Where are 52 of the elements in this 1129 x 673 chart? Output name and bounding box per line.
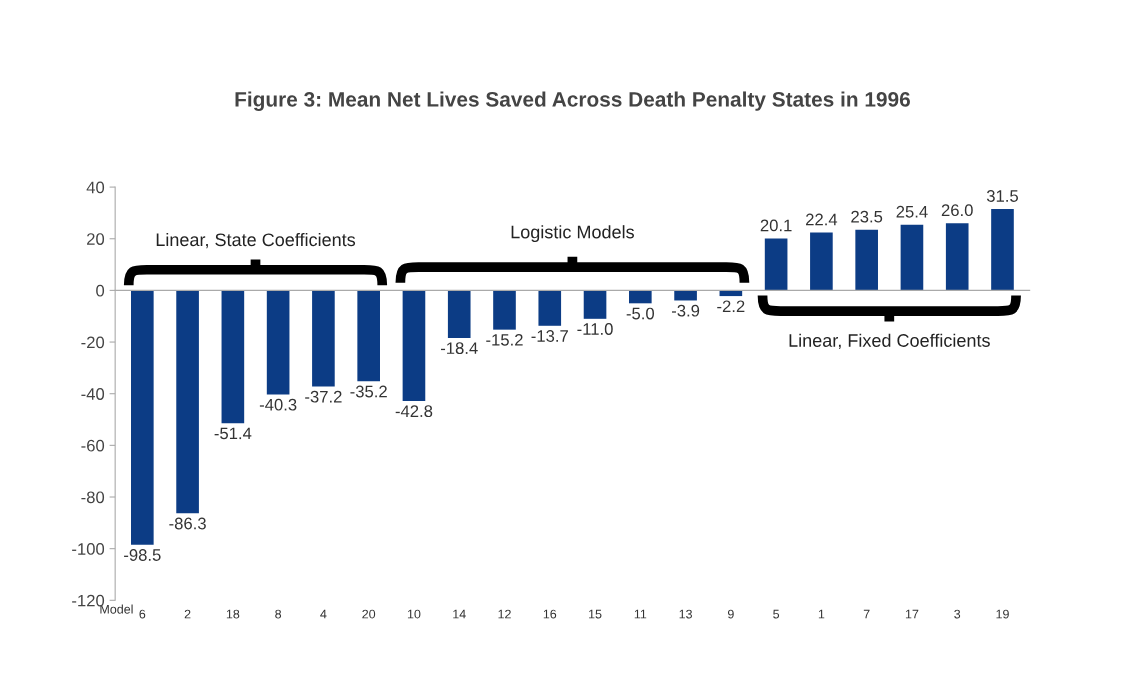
y-tick-label: 0: [96, 284, 105, 297]
data-label: -51.4: [214, 427, 252, 440]
data-label: -3.9: [671, 304, 700, 317]
data-label: 23.5: [851, 210, 883, 223]
data-label: -98.5: [124, 549, 161, 561]
x-tick-label: 6: [139, 609, 146, 619]
x-tick-label: 1: [818, 609, 825, 619]
x-tick-label: 9: [727, 609, 734, 619]
annotation: Linear, State Coefficients: [156, 232, 356, 249]
x-tick-label: 2: [184, 609, 191, 619]
data-label: -2.2: [717, 300, 745, 313]
annotation: Linear, Fixed Coefficients: [789, 333, 990, 350]
y-tick-label: -100: [72, 543, 105, 555]
x-tick-label: 7: [863, 609, 870, 619]
x-tick-label: 18: [226, 609, 240, 619]
data-label: -35.2: [350, 385, 387, 398]
x-tick-label: 5: [773, 609, 780, 619]
x-tick-label: 20: [362, 609, 376, 619]
data-label: 26.0: [941, 204, 973, 217]
y-tick-label: -60: [81, 439, 105, 452]
data-label: -13.7: [531, 330, 568, 342]
x-tick-label: 13: [679, 609, 692, 619]
y-tick-label: 20: [87, 233, 105, 245]
data-label: -5.0: [626, 307, 655, 320]
x-tick-label: 8: [275, 609, 282, 619]
y-tick-label: 40: [86, 181, 105, 194]
x-tick-label: 10: [407, 609, 421, 619]
y-tick-label: -20: [81, 336, 105, 349]
x-tick-label: 12: [498, 609, 511, 619]
annotation: Logistic Models: [511, 225, 634, 242]
data-label: -42.8: [395, 405, 433, 418]
data-label: -18.4: [440, 342, 478, 355]
data-label: 25.4: [896, 205, 928, 218]
data-label: 22.4: [806, 213, 838, 226]
x-tick-label: 4: [320, 609, 327, 619]
data-label: -11.0: [577, 323, 613, 335]
y-tick-label: -40: [81, 388, 105, 400]
data-label: 31.5: [986, 190, 1019, 202]
chart-title: Figure 3: Mean Net Lives Saved Across Death Penalty States in 1996: [235, 91, 910, 111]
x-tick-label: 3: [954, 609, 961, 619]
x-tick-label: 15: [589, 609, 602, 619]
data-label: 20.1: [760, 219, 792, 232]
x-tick-label: 19: [996, 609, 1009, 619]
data-label: -40.3: [259, 398, 297, 411]
data-label: -37.2: [305, 390, 342, 403]
x-tick-label: 17: [905, 609, 919, 619]
data-label: -86.3: [169, 517, 206, 530]
x-tick-label: 16: [543, 609, 557, 619]
y-tick-label: -80: [81, 491, 105, 504]
x-tick-label: 11: [634, 609, 647, 619]
data-label: -15.2: [486, 333, 523, 346]
x-tick-label: 14: [453, 609, 466, 619]
